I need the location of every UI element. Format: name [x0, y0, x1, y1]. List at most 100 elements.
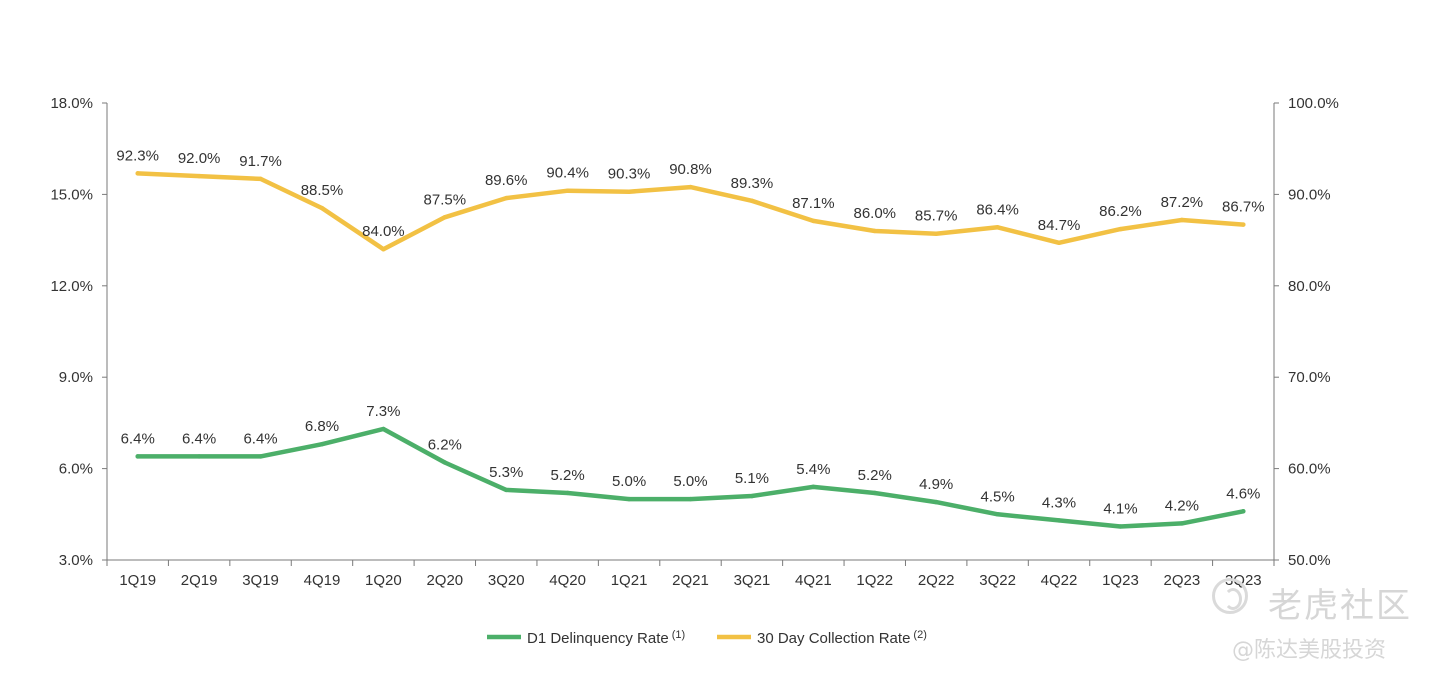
- data-label: 4.1%: [1103, 500, 1137, 517]
- data-label: 4.5%: [981, 488, 1015, 505]
- data-label: 86.0%: [853, 205, 896, 222]
- x-tick-label: 1Q23: [1102, 572, 1139, 589]
- data-label: 86.7%: [1222, 199, 1265, 216]
- data-point: [811, 218, 816, 224]
- data-point: [1179, 521, 1185, 526]
- data-point: [565, 490, 570, 496]
- data-label: 5.2%: [551, 467, 585, 484]
- y-right-tick-label: 70.0%: [1288, 369, 1331, 386]
- data-label: 92.3%: [116, 147, 159, 164]
- data-point: [1241, 222, 1246, 227]
- data-label: 87.5%: [424, 191, 467, 208]
- data-label: 90.4%: [546, 165, 589, 182]
- data-point: [135, 171, 140, 176]
- legend-label-2: 30 Day Collection Rate: [757, 630, 910, 647]
- data-label: 6.4%: [121, 430, 155, 447]
- y-left-tick-label: 15.0%: [50, 186, 93, 203]
- data-label: 5.1%: [735, 470, 769, 487]
- data-label: 5.0%: [612, 473, 646, 490]
- data-point: [504, 487, 509, 493]
- data-point: [504, 195, 509, 201]
- y-left-tick-label: 6.0%: [59, 461, 93, 478]
- legend-superscript-1: (1): [672, 629, 685, 641]
- x-tick-label: 2Q21: [672, 572, 709, 589]
- data-point: [933, 231, 939, 236]
- data-label: 84.0%: [362, 223, 405, 240]
- data-point: [442, 215, 448, 220]
- data-point: [811, 484, 816, 490]
- x-tick-label: 2Q19: [181, 572, 218, 589]
- data-label: 5.2%: [858, 467, 892, 484]
- legend-label-1: D1 Delinquency Rate: [527, 630, 669, 647]
- x-tick-label: 3Q19: [242, 572, 279, 589]
- x-tick-label: 1Q19: [119, 572, 156, 589]
- y-left-tick-label: 18.0%: [50, 95, 93, 112]
- data-label: 6.2%: [428, 437, 462, 454]
- data-point: [196, 173, 202, 179]
- data-point: [688, 184, 693, 190]
- data-point: [381, 247, 386, 252]
- data-point: [933, 499, 939, 505]
- data-point: [135, 454, 140, 459]
- data-label: 90.8%: [669, 161, 712, 178]
- y-right-tick-label: 60.0%: [1288, 461, 1331, 478]
- data-point: [688, 496, 693, 502]
- y-right-tick-label: 80.0%: [1288, 278, 1331, 295]
- y-right-tick-label: 50.0%: [1288, 552, 1331, 569]
- x-tick-label: 3Q20: [488, 572, 525, 589]
- data-point: [565, 188, 570, 193]
- data-label: 6.8%: [305, 418, 339, 435]
- x-tick-label: 2Q22: [918, 572, 955, 589]
- x-tick-label: 2Q20: [426, 572, 463, 589]
- data-point: [1241, 509, 1246, 514]
- data-label: 85.7%: [915, 208, 958, 225]
- data-point: [995, 512, 1000, 517]
- data-label: 4.2%: [1165, 497, 1199, 514]
- data-label: 5.3%: [489, 464, 523, 481]
- watermark-logo-text: 老虎社区: [1268, 586, 1412, 626]
- data-point: [381, 426, 386, 432]
- x-tick-label: 4Q22: [1041, 572, 1078, 589]
- data-label: 4.6%: [1226, 485, 1260, 502]
- x-tick-label: 2Q23: [1164, 572, 1201, 589]
- y-right-tick-label: 100.0%: [1288, 95, 1339, 112]
- legend-superscript-2: (2): [913, 629, 926, 641]
- data-label: 92.0%: [178, 150, 221, 167]
- data-point: [1179, 217, 1185, 223]
- y-left-tick-label: 3.0%: [59, 552, 93, 569]
- data-label: 84.7%: [1038, 217, 1081, 234]
- data-label: 86.4%: [976, 201, 1019, 218]
- data-point: [995, 225, 1000, 230]
- data-point: [258, 454, 263, 459]
- data-point: [319, 442, 325, 447]
- watermark-handle: @陈达美股投资: [1232, 638, 1387, 663]
- y-left-tick-label: 9.0%: [59, 369, 93, 386]
- data-point: [1056, 518, 1062, 523]
- x-tick-label: 3Q21: [734, 572, 771, 589]
- data-point: [1118, 226, 1123, 232]
- x-tick-label: 4Q20: [549, 572, 586, 589]
- y-left-tick-label: 12.0%: [50, 278, 93, 295]
- data-point: [1056, 240, 1062, 246]
- data-label: 90.3%: [608, 166, 651, 183]
- data-point: [442, 460, 448, 465]
- data-point: [196, 454, 202, 459]
- data-point: [872, 490, 877, 496]
- data-label: 4.3%: [1042, 494, 1076, 511]
- data-point: [872, 228, 877, 234]
- data-point: [319, 205, 325, 211]
- data-label: 87.2%: [1161, 194, 1204, 211]
- data-point: [626, 496, 632, 502]
- x-tick-label: 1Q20: [365, 572, 402, 589]
- data-label: 7.3%: [366, 403, 400, 420]
- data-point: [626, 189, 632, 194]
- y-right-tick-label: 90.0%: [1288, 186, 1331, 203]
- x-tick-label: 1Q21: [611, 572, 648, 589]
- x-tick-label: 3Q22: [979, 572, 1016, 589]
- data-label: 6.4%: [243, 430, 277, 447]
- data-label: 89.3%: [731, 175, 774, 192]
- x-tick-label: 1Q22: [856, 572, 893, 589]
- data-label: 88.5%: [301, 182, 344, 199]
- data-label: 5.4%: [796, 461, 830, 478]
